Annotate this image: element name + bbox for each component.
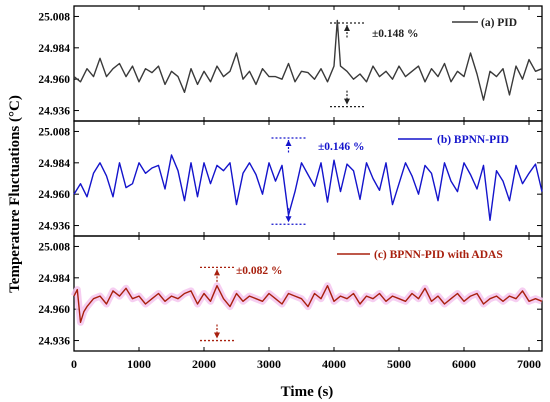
range-arrow-down-head (214, 332, 220, 339)
range-annotation: ±0.148 % (372, 28, 419, 40)
y-tick-label: 25.008 (38, 11, 70, 23)
series-line (73, 19, 543, 101)
x-tick-label: 2000 (192, 357, 216, 371)
y-axis-label: Temperature Fluctuations (°C) (7, 95, 23, 293)
y-tick-label: 24.960 (38, 74, 70, 86)
x-tick-label: 5000 (387, 357, 411, 371)
range-annotation: ±0.082 % (236, 265, 283, 277)
range-arrow-down-head (344, 98, 350, 105)
x-tick-label: 0 (71, 357, 77, 371)
range-annotation: ±0.146 % (318, 141, 365, 153)
y-tick-label: 24.936 (38, 336, 70, 348)
range-arrow-up-head (344, 24, 350, 31)
series-band (70, 282, 544, 326)
y-tick-label: 25.008 (38, 126, 70, 138)
y-tick-label: 24.984 (38, 43, 70, 55)
legend-label: (a) PID (481, 17, 517, 29)
x-axis-ticks: 0 1000 2000 3000 4000 5000 6000 7000 (71, 357, 541, 371)
range-arrow-up-head (214, 269, 220, 276)
y-tick-label: 24.936 (38, 221, 70, 233)
y-tick-label: 24.960 (38, 189, 70, 201)
x-tick-label: 4000 (322, 357, 346, 371)
x-tick-label: 1000 (127, 357, 151, 371)
panel-2: ±0.146 % (b) BPNN-PID (73, 120, 543, 237)
x-axis-label: Time (s) (281, 384, 334, 400)
legend-label: (c) BPNN-PID with ADAS (374, 249, 503, 261)
legend-label: (b) BPNN-PID (437, 134, 509, 146)
y-tick-label: 24.984 (38, 273, 70, 285)
series-line (73, 285, 543, 323)
range-arrow-up-head (285, 139, 292, 146)
x-tick-label: 3000 (257, 357, 281, 371)
panels-group: ±0.148 % (a) PID ±0.146 % (b) BPNN-PID ±0.08… (70, 5, 544, 352)
x-tick-label: 7000 (517, 357, 541, 371)
series-line (73, 154, 543, 222)
panel-3: ±0.082 % (c) BPNN-PID with ADAS (70, 235, 544, 352)
y-tick-label: 24.960 (38, 304, 70, 316)
y-tick-label: 25.008 (38, 241, 70, 253)
range-arrow-down-head (285, 216, 292, 223)
y-axis-ticks: 24.936 24.960 24.984 25.008 24.936 24.960 24.9… (38, 11, 70, 347)
y-tick-label: 24.936 (38, 106, 70, 118)
x-tick-label: 6000 (452, 357, 476, 371)
panel-frame (73, 5, 543, 122)
panel-1: ±0.148 % (a) PID (73, 5, 543, 122)
y-tick-label: 24.984 (38, 158, 70, 170)
